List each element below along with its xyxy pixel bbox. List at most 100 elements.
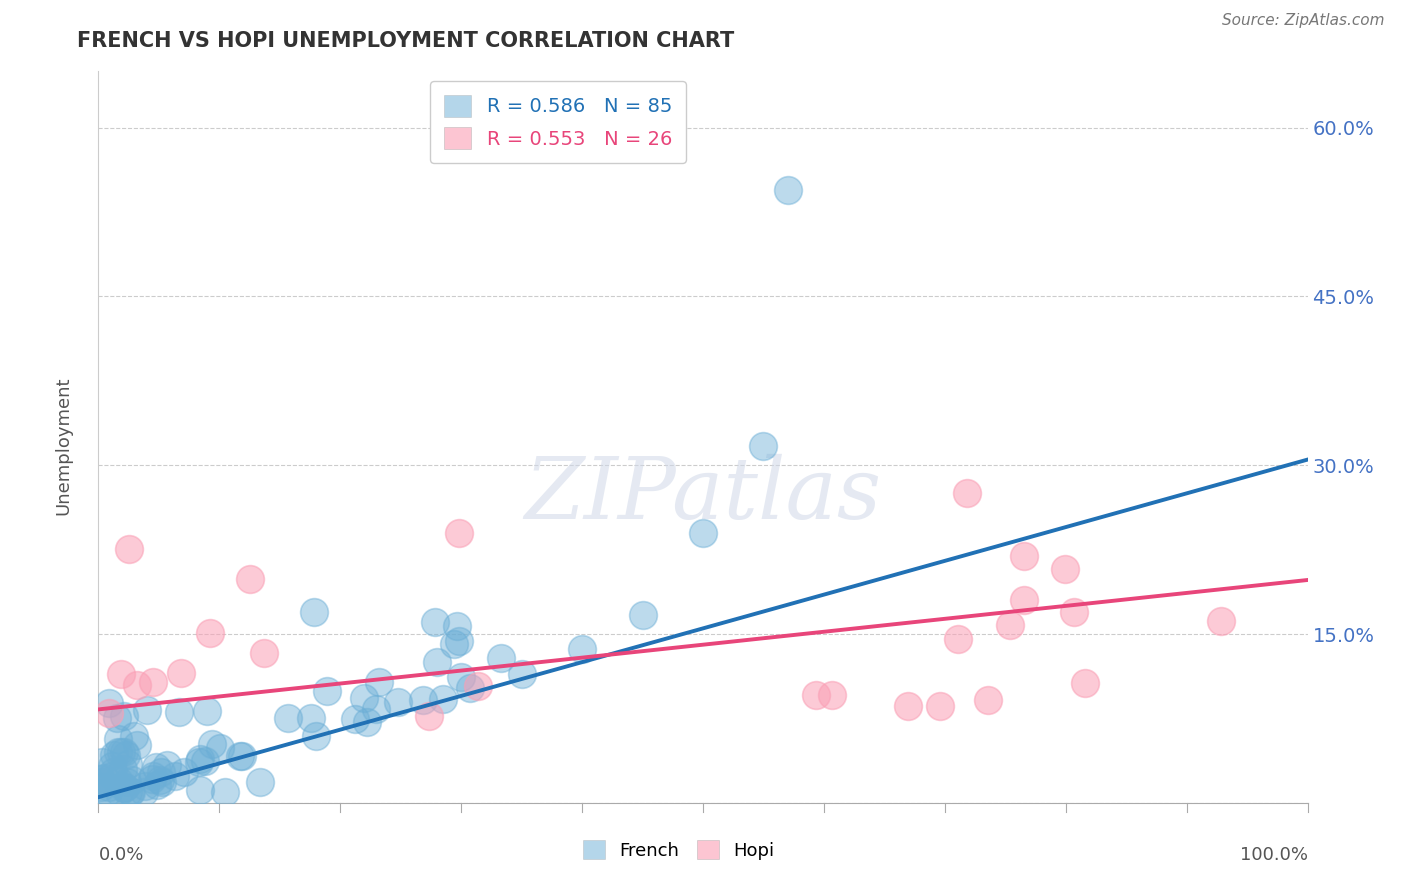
Point	[467, 679, 489, 693]
Point	[110, 666, 132, 681]
Point	[115, 748, 138, 763]
Point	[187, 755, 209, 769]
Point	[141, 674, 163, 689]
Point	[305, 729, 328, 743]
Point	[239, 572, 262, 586]
Point	[1209, 615, 1232, 629]
Point	[173, 765, 195, 780]
Point	[277, 711, 299, 725]
Point	[110, 745, 132, 759]
Point	[450, 670, 472, 684]
Point	[100, 769, 122, 783]
Point	[249, 775, 271, 789]
Point	[821, 688, 844, 702]
Point	[107, 773, 129, 788]
Point	[132, 784, 155, 798]
Point	[105, 711, 128, 725]
Point	[156, 757, 179, 772]
Point	[432, 691, 454, 706]
Text: 0.0%: 0.0%	[98, 846, 143, 863]
Point	[806, 688, 828, 702]
Point	[98, 780, 121, 794]
Point	[1012, 593, 1035, 607]
Point	[510, 667, 533, 681]
Point	[117, 756, 139, 771]
Point	[101, 764, 124, 779]
Point	[387, 695, 409, 709]
Point	[194, 754, 217, 768]
Point	[214, 784, 236, 798]
Point	[426, 656, 449, 670]
Point	[107, 731, 129, 746]
Point	[134, 779, 156, 793]
Point	[449, 633, 471, 648]
Point	[120, 784, 142, 798]
Point	[998, 618, 1021, 632]
Point	[124, 729, 146, 743]
Point	[118, 784, 141, 798]
Point	[692, 526, 714, 541]
Point	[412, 693, 434, 707]
Point	[571, 641, 593, 656]
Point	[112, 708, 135, 723]
Point	[977, 693, 1000, 707]
Point	[201, 737, 224, 751]
Point	[90, 780, 112, 794]
Point	[446, 619, 468, 633]
Text: Source: ZipAtlas.com: Source: ZipAtlas.com	[1222, 13, 1385, 29]
Legend: French, Hopi: French, Hopi	[576, 833, 782, 867]
Point	[229, 749, 252, 764]
Point	[443, 637, 465, 651]
Point	[458, 681, 481, 695]
Point	[356, 714, 378, 729]
Point	[127, 739, 149, 753]
Point	[1074, 676, 1097, 690]
Point	[231, 748, 253, 763]
Point	[115, 775, 138, 789]
Point	[112, 780, 135, 795]
Point	[1063, 606, 1085, 620]
Point	[170, 666, 193, 681]
Point	[368, 674, 391, 689]
Point	[897, 699, 920, 714]
Point	[344, 712, 367, 726]
Point	[209, 741, 232, 756]
Point	[118, 542, 141, 557]
Point	[90, 774, 112, 789]
Point	[90, 756, 112, 770]
Point	[145, 760, 167, 774]
Point	[93, 772, 115, 786]
Point	[165, 769, 187, 783]
Point	[135, 703, 157, 717]
Point	[127, 678, 149, 692]
Point	[121, 772, 143, 787]
Point	[107, 784, 129, 798]
Point	[489, 651, 512, 665]
Point	[200, 626, 222, 640]
Point	[97, 696, 120, 710]
Point	[103, 747, 125, 762]
Point	[117, 784, 139, 798]
Text: 100.0%: 100.0%	[1240, 846, 1308, 863]
Point	[146, 778, 169, 792]
Point	[96, 784, 118, 798]
Point	[150, 765, 173, 780]
Point	[167, 705, 190, 719]
Point	[141, 772, 163, 786]
Point	[631, 608, 654, 623]
Point	[253, 646, 276, 660]
Point	[1012, 549, 1035, 564]
Point	[752, 439, 775, 453]
Point	[142, 769, 165, 783]
Point	[1053, 562, 1076, 576]
Text: Unemployment: Unemployment	[55, 376, 72, 516]
Point	[114, 780, 136, 794]
Point	[955, 486, 977, 500]
Point	[302, 605, 325, 619]
Point	[315, 683, 337, 698]
Point	[111, 762, 134, 776]
Point	[107, 745, 129, 759]
Point	[112, 745, 135, 759]
Point	[928, 698, 950, 713]
Text: ZIPatlas: ZIPatlas	[524, 454, 882, 537]
